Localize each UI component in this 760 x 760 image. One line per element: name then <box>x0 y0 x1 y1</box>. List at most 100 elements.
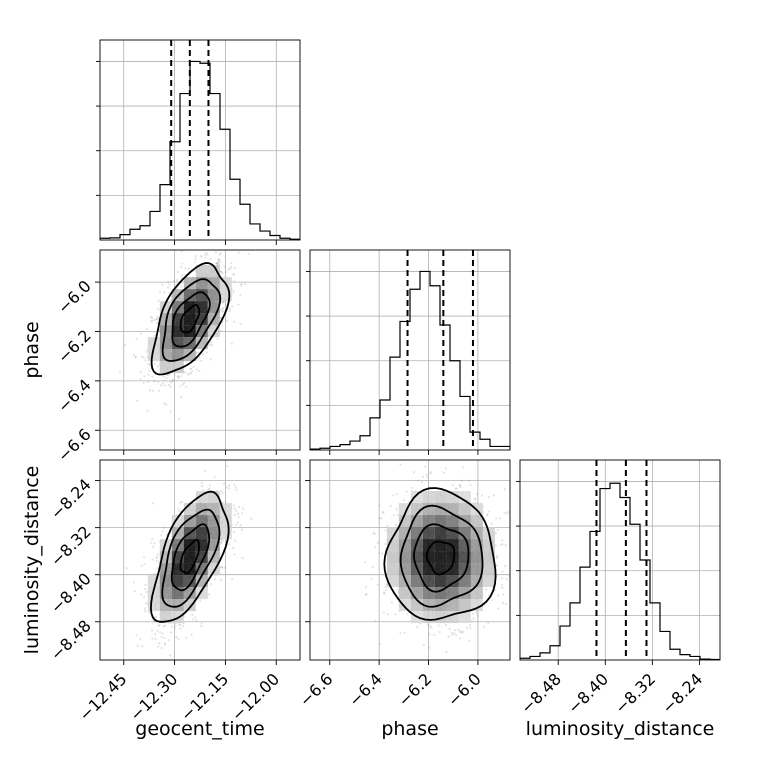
sample-point <box>461 631 464 635</box>
sample-point <box>193 269 196 272</box>
sample-point <box>407 500 411 504</box>
sample-point <box>219 261 222 264</box>
sample-point <box>173 627 176 630</box>
sample-point <box>461 630 465 633</box>
density-cell <box>470 515 483 528</box>
scatter-panel-geocent_time-phase: −6.6 −6.4 −6.2 −6.0 <box>54 242 301 466</box>
sample-point <box>153 362 156 366</box>
sample-point <box>395 508 398 511</box>
sample-point <box>219 316 223 319</box>
scatter-panel-geocent_time-luminosity_distance: −8.48−8.40−8.32−8.24 −12.45−12.30−12.15−1… <box>47 456 301 725</box>
sample-point <box>476 614 480 617</box>
sample-point <box>228 309 231 312</box>
hist-panel-luminosity_distance: −8.48−8.40−8.32−8.24 <box>516 459 721 717</box>
sample-point <box>445 624 448 627</box>
sample-point <box>140 564 143 567</box>
sample-point <box>221 539 225 542</box>
sample-point <box>222 307 225 310</box>
sample-point <box>454 487 457 490</box>
sample-point <box>458 484 462 487</box>
sample-point <box>221 301 224 304</box>
sample-point <box>228 307 232 310</box>
sample-point <box>420 481 423 484</box>
sample-point <box>190 367 193 370</box>
sample-point <box>162 625 165 628</box>
sample-point <box>156 317 159 321</box>
sample-point <box>239 322 242 325</box>
sample-point <box>196 456 198 458</box>
density-shading <box>147 265 232 374</box>
sample-point <box>166 286 170 289</box>
density-cell <box>159 575 172 588</box>
contour-1 <box>170 523 211 592</box>
x-tick-label: −12.00 <box>228 669 283 724</box>
sample-point <box>201 353 205 356</box>
sample-point <box>180 276 183 279</box>
sample-point <box>438 630 441 634</box>
sample-point <box>219 542 222 545</box>
sample-point <box>416 479 420 482</box>
sample-point <box>514 580 516 582</box>
sample-point <box>213 578 217 581</box>
sample-point <box>144 588 147 591</box>
sample-point <box>378 551 381 555</box>
x-tick-label: −6.2 <box>394 669 435 710</box>
sample-point <box>374 546 377 549</box>
sample-point <box>207 593 211 596</box>
density-cell <box>422 491 435 504</box>
sample-point <box>250 517 253 520</box>
sample-point <box>471 612 475 615</box>
sample-point <box>191 613 194 616</box>
sample-point <box>237 515 240 519</box>
sample-point <box>217 258 220 261</box>
sample-point <box>233 280 236 283</box>
sample-point <box>154 637 157 640</box>
sample-point <box>179 623 182 627</box>
sample-point <box>501 539 504 542</box>
sample-point <box>235 523 238 526</box>
sample-point <box>169 381 172 384</box>
density-cell <box>422 527 435 540</box>
sample-point <box>485 588 488 591</box>
sample-point <box>526 612 528 614</box>
contour-2 <box>161 278 222 362</box>
density-cell <box>434 527 447 540</box>
sample-point <box>237 303 240 306</box>
sample-point <box>495 554 499 557</box>
sample-point <box>232 290 235 293</box>
sample-point <box>433 633 436 636</box>
density-cell <box>207 515 220 528</box>
sample-point <box>219 242 221 244</box>
sample-point <box>445 651 448 654</box>
x-tick-label: −12.15 <box>177 669 232 724</box>
sample-point <box>220 541 223 544</box>
density-cell <box>183 301 196 314</box>
sample-point <box>180 500 183 503</box>
sample-point <box>497 607 500 610</box>
density-cell <box>183 575 196 588</box>
density-cell <box>458 491 471 504</box>
sample-point <box>217 259 221 262</box>
sample-point <box>177 375 180 378</box>
sample-point <box>179 501 182 504</box>
contour-3 <box>149 490 230 623</box>
sample-point <box>179 627 182 630</box>
sample-point <box>153 572 156 575</box>
sample-point <box>223 566 226 569</box>
sample-point <box>233 266 236 270</box>
sample-point <box>205 351 208 354</box>
sample-point <box>160 534 163 537</box>
sample-point <box>396 513 399 516</box>
sample-point <box>226 242 228 244</box>
density-cell <box>219 527 232 540</box>
sample-point <box>232 272 235 276</box>
sample-point <box>416 626 419 629</box>
sample-point <box>510 570 512 572</box>
sample-point <box>158 624 161 627</box>
sample-point <box>163 643 166 646</box>
x-tick-label: −12.45 <box>75 669 130 724</box>
sample-point <box>237 505 240 508</box>
sample-point <box>507 511 510 514</box>
sample-point <box>363 561 367 564</box>
sample-point <box>219 270 222 273</box>
